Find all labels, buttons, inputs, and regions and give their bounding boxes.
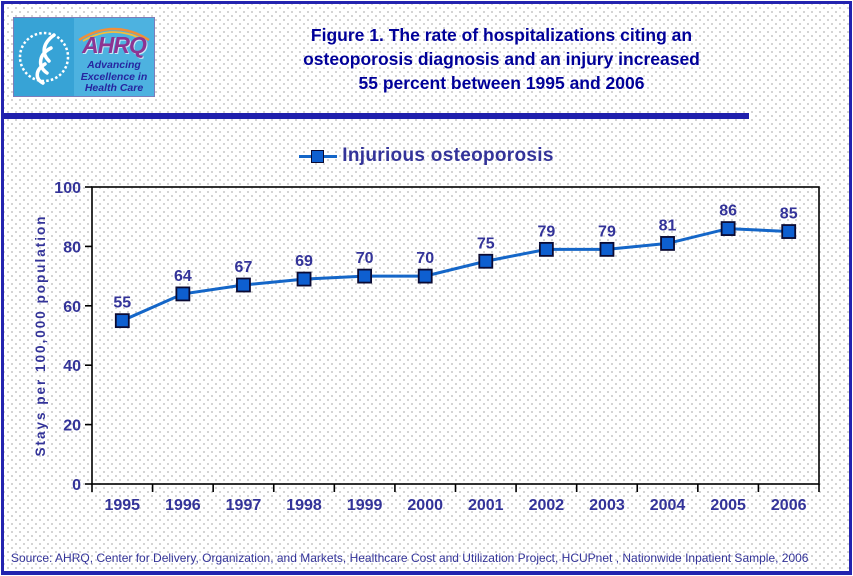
data-point-marker [236,277,251,293]
data-point-marker [720,221,736,236]
y-axis-title: Stays per 100,000 population [33,214,48,456]
legend: Injurious osteoporosis [4,145,849,167]
data-point-label: 64 [174,268,192,285]
title-line: osteoporosis diagnosis and an injury inc… [303,49,700,69]
data-point-marker [538,241,554,257]
title-line: 55 percent between 1995 and 2006 [358,73,645,93]
x-tick-label: 1998 [286,497,322,514]
source-note: Source: AHRQ, Center for Delivery, Organ… [11,551,809,565]
hhs-seal [14,18,74,96]
logo-tagline-line: Excellence in [80,70,148,83]
x-tick-label: 2001 [468,497,504,514]
data-point-marker [296,271,312,287]
figure-title: Figure 1. The rate of hospitalizations c… [164,23,839,95]
logo-tagline-line: Advancing [87,59,141,71]
x-tick-label: 2004 [650,497,686,514]
x-tick-label: 1997 [226,497,262,514]
data-point-marker [175,286,191,302]
data-point-label: 79 [598,223,616,240]
data-point-marker [417,268,433,284]
ahrq-wordmark: AHRQ [82,32,147,58]
data-point-label: 86 [719,203,737,220]
x-tick-label: 2002 [529,497,565,514]
legend-sample [299,149,338,163]
ahrq-logo: AHRQ Advancing Excellence in Health Care [13,17,155,97]
header-divider [4,113,749,119]
data-point-label: 55 [113,295,131,312]
logo-tagline-line: Health Care [84,82,144,94]
chart: 0 20 40 60 80 100 1995 1996 1997 1998 1999 2000 2001… [4,172,853,524]
data-point-label: 75 [477,235,495,252]
x-tick-label: 2005 [710,497,746,514]
data-point-label: 70 [416,250,434,267]
chart-svg: 0 20 40 60 80 100 1995 1996 1997 1998 1999 2000 2001… [33,180,820,514]
hhs-eagle-icon [18,31,70,85]
data-point-label: 69 [295,253,313,270]
data-point-label: 67 [235,259,253,276]
data-point-label: 79 [537,223,555,240]
data-point-marker [781,224,797,239]
x-tick-label: 1995 [104,497,140,514]
y-tick-label: 100 [54,180,81,197]
x-tick-label: 2006 [771,497,807,514]
series-line [121,227,789,323]
data-point-marker [114,313,130,329]
rainbow-arc-icon [78,27,150,42]
data-point-marker [478,253,494,269]
x-tick-label: 2003 [589,497,625,514]
logo-tagline: Advancing Excellence in Health Care [74,59,154,95]
legend-marker-icon [311,149,325,163]
y-tick-label: 60 [63,299,81,316]
data-point-marker [599,241,615,257]
data-point-label: 85 [780,206,798,223]
x-tick-label: 2000 [407,497,443,514]
y-tick-label: 20 [63,418,81,435]
y-tick-label: 80 [63,239,81,256]
ahrq-logo-block: AHRQ Advancing Excellence in Health Care [74,18,154,96]
data-point-label: 81 [659,217,677,234]
x-tick-label: 1999 [347,497,383,514]
y-tick-label: 0 [72,477,81,494]
y-tick-label: 40 [63,358,81,375]
data-point-marker [357,268,373,284]
x-tick-label: 1996 [165,497,201,514]
data-point-marker [660,236,675,251]
data-point-label: 70 [356,250,374,267]
title-line: Figure 1. The rate of hospitalizations c… [310,25,693,45]
legend-label: Injurious osteoporosis [342,145,554,166]
